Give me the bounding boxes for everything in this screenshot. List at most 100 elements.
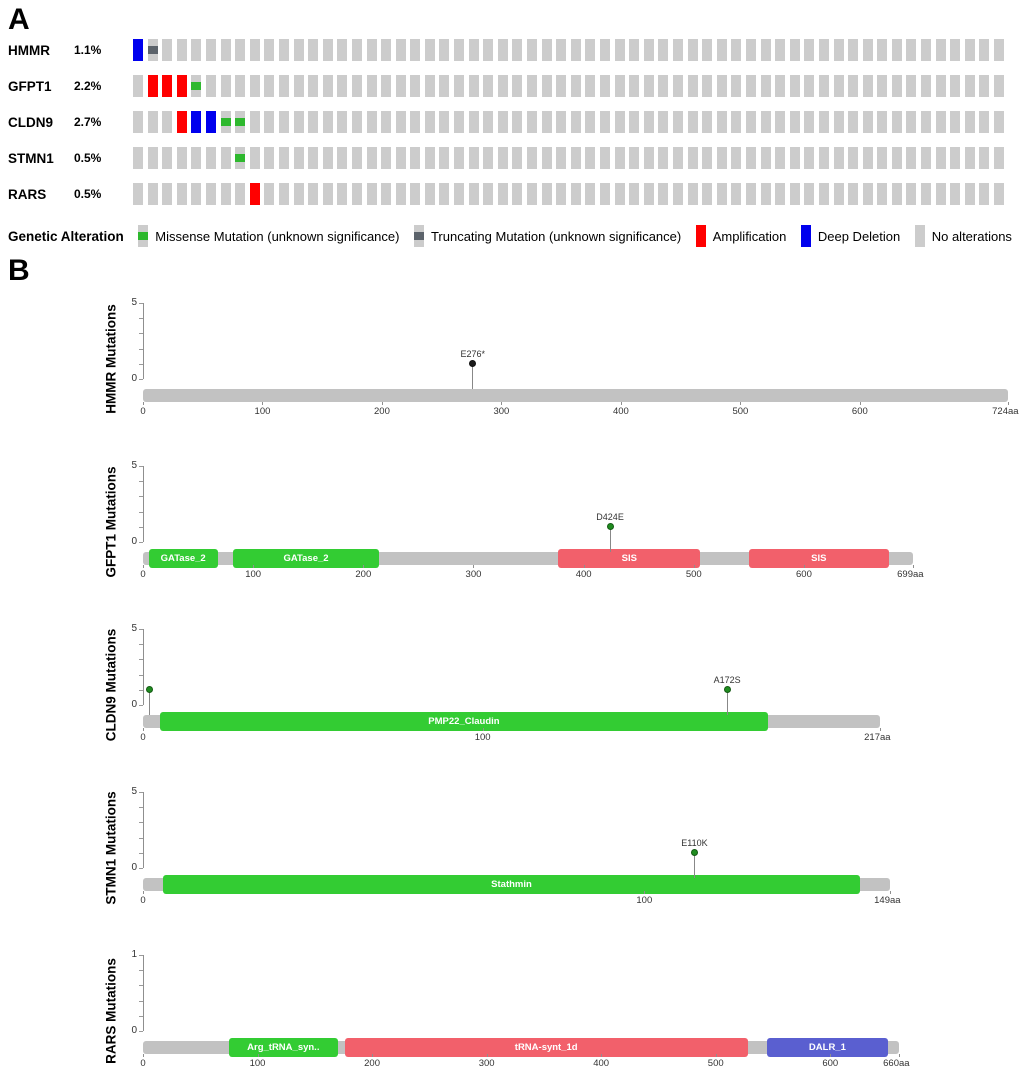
sample-cell bbox=[497, 111, 508, 133]
legend-item-missense: Missense Mutation (unknown significance) bbox=[138, 225, 399, 247]
sample-cell bbox=[337, 183, 348, 205]
x-tick bbox=[830, 1054, 832, 1057]
domain-gatase-2: GATase_2 bbox=[233, 549, 379, 568]
y-tick bbox=[139, 1031, 143, 1032]
sample-cell bbox=[133, 111, 143, 133]
gene-name: STMN1 bbox=[8, 150, 54, 166]
sample-cell bbox=[176, 75, 187, 97]
sample-cell bbox=[921, 111, 932, 133]
x-tick-label: 0 bbox=[140, 569, 146, 580]
plot-area: 0 5 PMP22_Claudin A172S 0 100 217aa bbox=[131, 615, 890, 765]
sample-cell bbox=[614, 39, 625, 61]
y-tick-label: 0 bbox=[131, 1025, 137, 1036]
sample-cell bbox=[935, 39, 946, 61]
x-tick-label: 100 bbox=[249, 1058, 266, 1069]
sample-cell bbox=[556, 111, 567, 133]
x-tick bbox=[262, 402, 264, 405]
sample-cell bbox=[702, 39, 713, 61]
sample-cell bbox=[205, 39, 216, 61]
sample-cell bbox=[906, 39, 917, 61]
sample-cell bbox=[891, 147, 902, 169]
sample-cell bbox=[468, 75, 479, 97]
sample-cell bbox=[205, 75, 216, 97]
sample-cell bbox=[468, 147, 479, 169]
sample-cell bbox=[702, 147, 713, 169]
sample-cell bbox=[512, 147, 523, 169]
sample-cell bbox=[731, 39, 742, 61]
sample-cell bbox=[337, 39, 348, 61]
sample-cell bbox=[249, 75, 260, 97]
sample-cell bbox=[556, 39, 567, 61]
sample-cell bbox=[512, 111, 523, 133]
sample-cell bbox=[760, 111, 771, 133]
sample-cell bbox=[935, 75, 946, 97]
sample-cell bbox=[162, 147, 173, 169]
y-tick bbox=[139, 348, 143, 350]
alteration-frequency: 0.5% bbox=[74, 151, 102, 165]
sample-cell bbox=[147, 75, 158, 97]
sample-cell bbox=[366, 75, 377, 97]
lollipop-plot-stmn1: STMN1 Mutations 0 5 Stathmin E110K 0 100 149aa bbox=[8, 778, 1020, 928]
sample-cell bbox=[585, 183, 596, 205]
sample-cell bbox=[410, 147, 421, 169]
sample-cell bbox=[643, 39, 654, 61]
sample-cell bbox=[410, 111, 421, 133]
sample-cell bbox=[950, 111, 961, 133]
sample-cell bbox=[308, 183, 319, 205]
oncoprint-row-rars: RARS 0.5% bbox=[8, 183, 1020, 205]
lollipop-plot-gfpt1: GFPT1 Mutations 0 5 GATase_2 GATase_2 SIS SIS D… bbox=[8, 452, 1020, 602]
plot-area: 0 1 Arg_tRNA_syn.. tRNA-synt_1d DALR_1 0 100 20… bbox=[131, 941, 909, 1091]
sample-cell bbox=[439, 147, 450, 169]
sample-cell bbox=[424, 39, 435, 61]
sample-cell bbox=[818, 75, 829, 97]
sample-cell bbox=[191, 111, 202, 133]
sample-cell bbox=[483, 147, 494, 169]
x-tick-label: 500 bbox=[685, 569, 702, 580]
sample-cell bbox=[935, 147, 946, 169]
x-tick-label: 100 bbox=[474, 732, 491, 743]
legend-swatch-amplification bbox=[695, 225, 706, 247]
sample-cell bbox=[162, 111, 173, 133]
sample-cell bbox=[322, 147, 333, 169]
sample-cell bbox=[629, 111, 640, 133]
legend-label: Amplification bbox=[712, 228, 787, 244]
sample-cell bbox=[585, 111, 596, 133]
legend-item-truncating: Truncating Mutation (unknown significanc… bbox=[413, 225, 682, 247]
sample-cell bbox=[293, 75, 304, 97]
sample-cell bbox=[614, 75, 625, 97]
x-tick bbox=[143, 402, 144, 405]
sample-cell bbox=[264, 111, 275, 133]
oncoprint-row-stmn1: STMN1 0.5% bbox=[8, 147, 1020, 169]
sample-cell bbox=[366, 39, 377, 61]
oncoprint: HMMR 1.1% GFPT1 2.2% CLDN9 2.7% STMN1 0.5% RARS 0… bbox=[8, 39, 1020, 205]
sample-cell bbox=[395, 111, 406, 133]
mutation-dot bbox=[469, 360, 477, 368]
sample-cell bbox=[789, 147, 800, 169]
sample-cell bbox=[337, 111, 348, 133]
sample-cell bbox=[162, 75, 173, 97]
sample-cell bbox=[147, 147, 158, 169]
sample-cell bbox=[410, 39, 421, 61]
sample-cell bbox=[643, 75, 654, 97]
sample-cell bbox=[454, 111, 465, 133]
sample-cell bbox=[672, 147, 683, 169]
domain-arg-trna-syn-: Arg_tRNA_syn.. bbox=[228, 1038, 338, 1057]
sample-cell bbox=[512, 39, 523, 61]
sample-cell bbox=[133, 147, 143, 169]
domain-sis: SIS bbox=[558, 549, 701, 568]
y-tick-label: 5 bbox=[131, 786, 137, 797]
sample-cell bbox=[950, 183, 961, 205]
sample-cell bbox=[672, 75, 683, 97]
x-tick-label: 300 bbox=[493, 406, 510, 417]
sample-cell bbox=[906, 75, 917, 97]
sample-cell bbox=[497, 39, 508, 61]
x-tick bbox=[253, 565, 255, 568]
sample-cell bbox=[205, 147, 216, 169]
sample-cell bbox=[629, 39, 640, 61]
sample-cell bbox=[891, 75, 902, 97]
sample-cell bbox=[848, 147, 859, 169]
sample-cell bbox=[162, 183, 173, 205]
mutation-stem bbox=[726, 689, 728, 715]
legend-label: Truncating Mutation (unknown significanc… bbox=[430, 228, 682, 244]
sample-cell bbox=[278, 111, 289, 133]
